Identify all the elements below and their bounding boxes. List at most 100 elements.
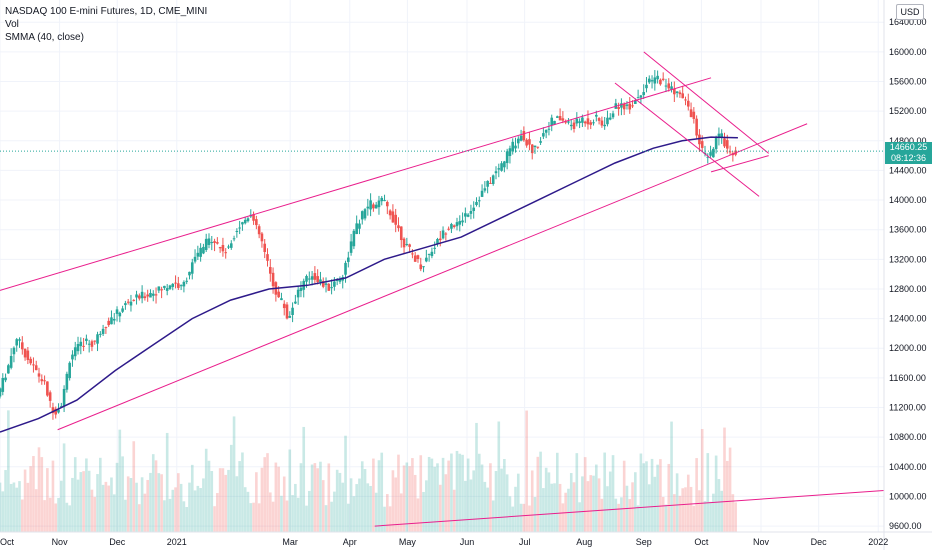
falling-lower-line[interactable] bbox=[614, 82, 760, 197]
time-tick-label: Oct bbox=[0, 537, 15, 547]
candle-body bbox=[168, 285, 172, 289]
candle-body bbox=[15, 339, 19, 346]
volume-bar bbox=[282, 476, 286, 532]
candles bbox=[0, 70, 737, 420]
volume-bar bbox=[695, 458, 698, 532]
candle-body bbox=[386, 201, 389, 207]
volume-bar bbox=[76, 479, 80, 532]
volume-bar bbox=[678, 495, 682, 532]
volume-bar bbox=[210, 471, 214, 532]
volume-bar bbox=[257, 503, 261, 532]
time-axis[interactable]: Oct Nov Dec 2021 Mar Apr May Jun Jul Aug Sep Oct Nov… bbox=[0, 537, 888, 547]
volume-bar bbox=[216, 493, 219, 532]
candle-body bbox=[294, 301, 297, 304]
candle-body bbox=[689, 109, 693, 118]
volume-bar bbox=[277, 466, 280, 532]
volume-bar bbox=[586, 481, 590, 532]
volume-bar bbox=[199, 488, 202, 532]
candle-body bbox=[319, 279, 322, 283]
candle-body bbox=[438, 238, 442, 241]
candle-body bbox=[271, 272, 275, 287]
volume-indicator-label[interactable]: Vol bbox=[5, 19, 19, 30]
price-tick-label: 9600.00 bbox=[889, 521, 922, 531]
smma-indicator-label[interactable]: SMMA (40, close) bbox=[5, 32, 84, 43]
candle-body bbox=[511, 141, 515, 152]
volume-bar bbox=[160, 474, 163, 532]
candle-body bbox=[23, 348, 27, 358]
currency-badge[interactable]: USD bbox=[896, 4, 924, 20]
symbol-title[interactable]: NASDAQ 100 E-mini Futures, 1D, CME_MINI bbox=[5, 6, 208, 17]
candle-body bbox=[193, 256, 197, 262]
volume-bar bbox=[193, 490, 197, 532]
volume-bar bbox=[661, 496, 665, 532]
price-tick-label: 12400.00 bbox=[889, 314, 927, 324]
candle-body bbox=[547, 128, 551, 130]
candle-body bbox=[121, 308, 124, 312]
candle-body bbox=[349, 241, 353, 253]
candle-body bbox=[324, 283, 328, 285]
candle-body bbox=[673, 88, 676, 95]
long-support-line[interactable] bbox=[374, 490, 885, 527]
candle-body bbox=[503, 161, 506, 168]
volume-bar bbox=[391, 470, 395, 532]
volume-bar bbox=[386, 494, 389, 532]
volume-bar bbox=[26, 482, 30, 532]
candle-body bbox=[9, 355, 13, 368]
candle-body bbox=[18, 339, 21, 341]
volume-bar bbox=[653, 476, 657, 532]
candle-body bbox=[34, 365, 38, 371]
candle-body bbox=[670, 86, 673, 90]
candle-body bbox=[118, 312, 122, 317]
candle-body bbox=[383, 200, 386, 202]
candle-body bbox=[583, 121, 587, 124]
candle-body bbox=[595, 114, 598, 117]
volume-bar bbox=[620, 497, 623, 532]
candle-body bbox=[472, 207, 476, 212]
volume-bar bbox=[266, 453, 269, 532]
volume-bar bbox=[101, 484, 105, 532]
price-tick-label: 14400.00 bbox=[889, 165, 927, 175]
candle-body bbox=[235, 230, 239, 233]
short-support-line[interactable] bbox=[710, 155, 769, 173]
volume-bar bbox=[634, 472, 637, 532]
volume-bar bbox=[525, 410, 528, 532]
volume-bar bbox=[352, 496, 356, 532]
upper-channel-line[interactable] bbox=[0, 77, 712, 291]
candle-body bbox=[659, 79, 662, 85]
volume-bar bbox=[480, 464, 484, 532]
volume-bar bbox=[603, 452, 606, 532]
volume-bar bbox=[296, 497, 300, 532]
candle-body bbox=[625, 104, 629, 106]
volume-bar bbox=[360, 461, 364, 532]
candle-body bbox=[416, 255, 420, 260]
volume-bar bbox=[581, 476, 584, 532]
candle-body bbox=[380, 197, 384, 202]
candle-body bbox=[483, 188, 487, 191]
candle-body bbox=[51, 407, 55, 414]
price-axis[interactable]: 9600.00 10000.00 10400.00 10800.00 11200.00 1… bbox=[889, 17, 927, 531]
volume-bar bbox=[377, 460, 381, 532]
price-tick-label: 12000.00 bbox=[889, 343, 927, 353]
lower-channel-line[interactable] bbox=[57, 123, 808, 431]
falling-upper-line[interactable] bbox=[643, 51, 770, 154]
candle-body bbox=[650, 80, 654, 82]
volume-bar bbox=[32, 456, 35, 532]
trendlines[interactable] bbox=[0, 51, 885, 527]
volume-bar bbox=[489, 463, 492, 532]
volume-bar bbox=[174, 487, 177, 532]
candle-body bbox=[514, 145, 517, 149]
candle-body bbox=[355, 223, 358, 235]
volume-bar bbox=[51, 460, 55, 532]
volume-bar bbox=[294, 483, 297, 532]
volume-bar bbox=[728, 447, 732, 532]
volume-bar bbox=[90, 489, 94, 532]
time-tick-label: Nov bbox=[753, 537, 770, 547]
candle-body bbox=[48, 392, 52, 401]
candle-body bbox=[188, 271, 191, 276]
candle-body bbox=[592, 122, 595, 124]
volume-bar bbox=[62, 443, 66, 532]
candle-body bbox=[394, 214, 397, 225]
volume-bar bbox=[369, 485, 372, 532]
candle-body bbox=[285, 304, 289, 319]
